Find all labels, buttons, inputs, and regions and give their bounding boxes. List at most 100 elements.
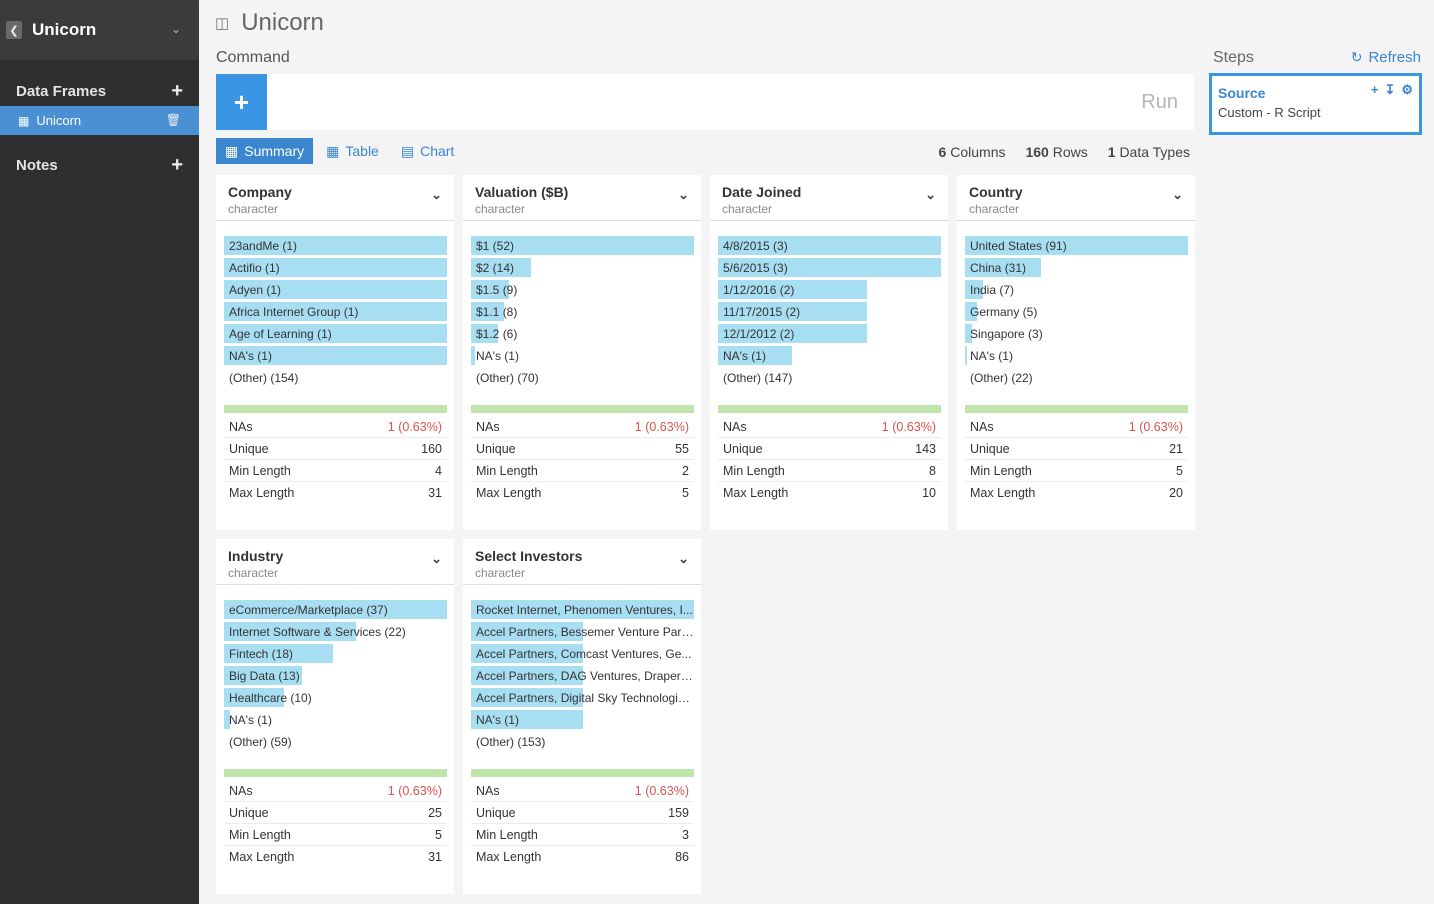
column-title: Company <box>228 184 292 200</box>
tab-summary[interactable]: ▦ Summary <box>216 138 314 164</box>
frequency-label: Adyen (1) <box>229 283 282 297</box>
summary-label: Max Length <box>723 486 789 500</box>
frequency-item[interactable]: China (31) <box>965 257 1188 279</box>
frequency-bar <box>224 302 447 321</box>
frequency-item[interactable]: Internet Software & Services (22) <box>224 621 447 643</box>
frequency-item[interactable]: Africa Internet Group (1) <box>224 301 447 323</box>
frequency-label: $1.2 (6) <box>476 327 518 341</box>
frequency-item[interactable]: $1.5 (9) <box>471 279 694 301</box>
gear-icon[interactable]: ⚙ <box>1401 82 1413 97</box>
chevron-down-icon[interactable]: ⌄ <box>170 22 181 36</box>
frequency-item[interactable]: NA's (1) <box>224 709 447 731</box>
frequency-item[interactable]: NA's (1) <box>224 345 447 367</box>
frequency-list: United States (91) China (31) India (7) Ger… <box>965 235 1188 389</box>
sidebar-item-unicorn[interactable]: ▦ Unicorn 🗑 <box>0 106 199 135</box>
summary-value: 2 <box>682 463 689 478</box>
back-icon[interactable]: ❮ <box>6 21 22 39</box>
summary-value: 31 <box>428 850 442 864</box>
frequency-item[interactable]: Healthcare (10) <box>224 687 447 709</box>
frequency-item[interactable]: 1/12/2016 (2) <box>718 279 941 301</box>
add-step-icon[interactable]: + <box>1370 82 1379 97</box>
frequency-item[interactable]: $1.2 (6) <box>471 323 694 345</box>
frequency-item[interactable]: NA's (1) <box>471 345 694 367</box>
frequency-item[interactable]: Accel Partners, Bessemer Venture Part... <box>471 621 694 643</box>
frequency-item[interactable]: 4/8/2015 (3) <box>718 235 941 257</box>
chevron-down-icon[interactable]: ⌄ <box>431 551 442 566</box>
summary-row: NAs 1 (0.63%) <box>224 416 447 438</box>
add-data-frame-icon[interactable]: + <box>171 80 183 102</box>
frequency-item[interactable]: Actifio (1) <box>224 257 447 279</box>
panel-icon[interactable]: ◫ <box>215 15 230 32</box>
column-title: Select Investors <box>475 548 583 564</box>
frequency-label: Singapore (3) <box>970 327 1043 341</box>
frequency-item[interactable]: 5/6/2015 (3) <box>718 257 941 279</box>
frequency-item[interactable]: (Other) (147) <box>718 367 941 389</box>
summary-row: Min Length 2 <box>471 460 694 482</box>
frequency-list: Rocket Internet, Phenomen Ventures, I...… <box>471 599 694 753</box>
frequency-item[interactable]: 11/17/2015 (2) <box>718 301 941 323</box>
frequency-item[interactable]: eCommerce/Marketplace (37) <box>224 599 447 621</box>
valid-values-bar <box>224 769 447 777</box>
frequency-bar <box>224 600 447 619</box>
frequency-item[interactable]: NA's (1) <box>965 345 1188 367</box>
sidebar-header[interactable]: ❮ Unicorn ⌄ <box>0 0 199 60</box>
valid-values-bar <box>718 405 941 413</box>
summary-row: Max Length 31 <box>224 482 447 504</box>
frequency-item[interactable]: $2 (14) <box>471 257 694 279</box>
frequency-item[interactable]: Adyen (1) <box>224 279 447 301</box>
add-command-button[interactable]: + <box>216 74 267 130</box>
download-icon[interactable]: ↧ <box>1384 82 1396 97</box>
frequency-item[interactable]: India (7) <box>965 279 1188 301</box>
command-box[interactable]: + Run <box>216 74 1194 130</box>
frequency-label: (Other) (153) <box>476 735 546 749</box>
summary-value: 159 <box>668 805 689 820</box>
frequency-label: India (7) <box>970 283 1015 297</box>
frequency-bar <box>471 324 498 343</box>
frequency-item[interactable]: (Other) (22) <box>965 367 1188 389</box>
frequency-item[interactable]: Big Data (13) <box>224 665 447 687</box>
summary-value: 25 <box>428 805 442 820</box>
tab-chart-label: Chart <box>420 143 455 159</box>
chevron-down-icon[interactable]: ⌄ <box>678 551 689 566</box>
frequency-item[interactable]: Accel Partners, Digital Sky Technologie.… <box>471 687 694 709</box>
tab-chart[interactable]: ▤ Chart <box>392 138 463 164</box>
frequency-bar <box>224 644 334 663</box>
frequency-item[interactable]: Singapore (3) <box>965 323 1188 345</box>
frequency-item[interactable]: (Other) (59) <box>224 731 447 753</box>
frequency-item[interactable]: Age of Learning (1) <box>224 323 447 345</box>
summary-stats: NAs 1 (0.63%) Unique 159 Min Length 3 Max Leng… <box>471 780 694 868</box>
chevron-down-icon[interactable]: ⌄ <box>431 187 442 202</box>
frequency-item[interactable]: Accel Partners, Comcast Ventures, Ge... <box>471 643 694 665</box>
run-button[interactable]: Run <box>1141 91 1178 113</box>
frequency-item[interactable]: Germany (5) <box>965 301 1188 323</box>
tab-table[interactable]: ▦ Table <box>317 138 388 164</box>
column-title: Country <box>969 184 1023 200</box>
summary-label: Min Length <box>723 463 785 478</box>
step-source-card[interactable]: Source Custom - R Script + ↧ ⚙ <box>1209 73 1422 135</box>
frequency-item[interactable]: $1.1 (8) <box>471 301 694 323</box>
frequency-item[interactable]: (Other) (154) <box>224 367 447 389</box>
frequency-item[interactable]: (Other) (70) <box>471 367 694 389</box>
frequency-item[interactable]: 12/1/2012 (2) <box>718 323 941 345</box>
summary-label: NAs <box>476 783 500 798</box>
frequency-item[interactable]: NA's (1) <box>718 345 941 367</box>
chevron-down-icon[interactable]: ⌄ <box>925 187 936 202</box>
summary-value: 20 <box>1169 486 1183 500</box>
chevron-down-icon[interactable]: ⌄ <box>678 187 689 202</box>
frequency-bar <box>224 346 447 365</box>
frequency-item[interactable]: Fintech (18) <box>224 643 447 665</box>
frequency-bar <box>471 258 532 277</box>
frequency-item[interactable]: (Other) (153) <box>471 731 694 753</box>
frequency-list: eCommerce/Marketplace (37) Internet Softw… <box>224 599 447 753</box>
frequency-item[interactable]: NA's (1) <box>471 709 694 731</box>
add-note-icon[interactable]: + <box>171 154 183 176</box>
frequency-item[interactable]: $1 (52) <box>471 235 694 257</box>
refresh-button[interactable]: ↻ Refresh <box>1351 49 1421 66</box>
frequency-item[interactable]: Rocket Internet, Phenomen Ventures, I... <box>471 599 694 621</box>
trash-icon[interactable]: 🗑 <box>165 113 181 127</box>
frequency-item[interactable]: Accel Partners, DAG Ventures, Draper ... <box>471 665 694 687</box>
chevron-down-icon[interactable]: ⌄ <box>1172 187 1183 202</box>
frequency-item[interactable]: United States (91) <box>965 235 1188 257</box>
frequency-label: 12/1/2012 (2) <box>723 327 795 341</box>
frequency-item[interactable]: 23andMe (1) <box>224 235 447 257</box>
